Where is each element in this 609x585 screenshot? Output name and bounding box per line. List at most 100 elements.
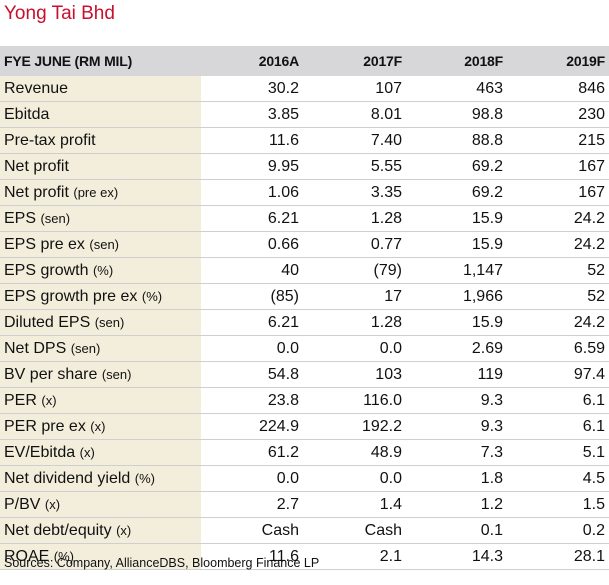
- value-cell: 2.69: [406, 335, 507, 362]
- row-unit: (%): [53, 548, 75, 564]
- value-cell: 167: [507, 179, 609, 206]
- value-cell: 3.35: [303, 179, 406, 206]
- table-row: BV per share (sen) 54.8 103 119 97.4: [0, 361, 609, 388]
- row-unit: (%): [92, 262, 114, 278]
- row-label: Net DPS: [4, 339, 67, 357]
- table-title: Yong Tai Bhd: [4, 3, 115, 24]
- column-header: 2016A: [201, 46, 303, 76]
- value-cell: 24.2: [507, 231, 609, 258]
- value-cell: 1,966: [406, 283, 507, 310]
- row-unit: (sen): [70, 340, 101, 356]
- row-label: Ebitda: [4, 105, 50, 123]
- row-label: EPS: [4, 209, 37, 227]
- table-row: Ebitda 3.85 8.01 98.8 230: [0, 101, 609, 128]
- row-label: ROAE: [4, 547, 50, 565]
- value-cell: 1.06: [201, 179, 303, 206]
- value-cell: 4.5: [507, 465, 609, 492]
- value-cell: 5.55: [303, 153, 406, 180]
- value-cell: 116.0: [303, 387, 406, 414]
- row-unit: (%): [134, 470, 155, 486]
- value-cell: 7.40: [303, 127, 406, 154]
- table-row: EV/Ebitda (x) 61.2 48.9 7.3 5.1: [0, 439, 609, 466]
- row-unit: (pre ex): [73, 184, 119, 200]
- row-label: Net profit: [4, 157, 69, 175]
- value-cell: 11.6: [201, 127, 303, 154]
- row-label: Diluted EPS: [4, 313, 91, 331]
- value-cell: (85): [201, 283, 303, 310]
- row-unit: (sen): [94, 314, 125, 330]
- row-label-cell: P/BV (x): [0, 491, 201, 518]
- value-cell: 224.9: [201, 413, 303, 440]
- row-label: PER: [4, 391, 37, 409]
- row-unit: (sen): [40, 210, 71, 226]
- value-cell: 48.9: [303, 439, 406, 466]
- table-row: Diluted EPS (sen) 6.21 1.28 15.9 24.2: [0, 309, 609, 336]
- table-row: EPS growth pre ex (%) (85) 17 1,966 52: [0, 283, 609, 310]
- table-row: Pre-tax profit 11.6 7.40 88.8 215: [0, 127, 609, 154]
- row-label-cell: Revenue: [0, 76, 201, 102]
- row-label: Pre-tax profit: [4, 131, 96, 149]
- row-label: Net debt/equity: [4, 521, 112, 539]
- value-cell: 30.2: [201, 76, 303, 102]
- value-cell: 88.8: [406, 127, 507, 154]
- value-cell: 1.5: [507, 491, 609, 518]
- value-cell: 5.1: [507, 439, 609, 466]
- row-label: P/BV: [4, 495, 41, 513]
- value-cell: 9.3: [406, 387, 507, 414]
- value-cell: 24.2: [507, 309, 609, 336]
- value-cell: 9.95: [201, 153, 303, 180]
- table-row: PER pre ex (x) 224.9 192.2 9.3 6.1: [0, 413, 609, 440]
- value-cell: 17: [303, 283, 406, 310]
- value-cell: 7.3: [406, 439, 507, 466]
- value-cell: 52: [507, 283, 609, 310]
- row-label-cell: Net DPS (sen): [0, 335, 201, 362]
- row-unit: (sen): [89, 236, 120, 252]
- value-cell: 69.2: [406, 179, 507, 206]
- table-row: Net dividend yield (%) 0.0 0.0 1.8 4.5: [0, 465, 609, 492]
- row-label-cell: Net profit (pre ex): [0, 179, 201, 206]
- table-row: Net profit (pre ex) 1.06 3.35 69.2 167: [0, 179, 609, 206]
- value-cell: 52: [507, 257, 609, 284]
- value-cell: 215: [507, 127, 609, 154]
- value-cell: 119: [406, 361, 507, 388]
- value-cell: 15.9: [406, 309, 507, 336]
- row-label: EV/Ebitda: [4, 443, 76, 461]
- value-cell: 2.1: [303, 543, 406, 570]
- header-row: FYE JUNE (RM MIL) 2016A 2017F 2018F 2019…: [0, 46, 609, 76]
- row-label: Net profit: [4, 183, 69, 201]
- value-cell: Cash: [303, 517, 406, 544]
- table-row: Net profit 9.95 5.55 69.2 167: [0, 153, 609, 180]
- source-note: Sources: Company, AllianceDBS, Bloomberg…: [4, 556, 320, 570]
- table-row: Revenue 30.2 107 463 846: [0, 76, 609, 102]
- row-unit: (x): [44, 496, 61, 512]
- row-label: EPS growth pre ex: [4, 287, 138, 305]
- row-label: PER pre ex: [4, 417, 86, 435]
- table-row: Net debt/equity (x) Cash Cash 0.1 0.2: [0, 517, 609, 544]
- value-cell: (79): [303, 257, 406, 284]
- value-cell: 11.6: [201, 543, 303, 570]
- table-row: ROAE (%) 11.6 2.1 14.3 28.1: [0, 543, 609, 570]
- value-cell: 6.1: [507, 413, 609, 440]
- value-cell: 1.4: [303, 491, 406, 518]
- row-label: Revenue: [4, 79, 69, 97]
- row-label-cell: BV per share (sen): [0, 361, 201, 388]
- value-cell: 230: [507, 101, 609, 128]
- value-cell: 40: [201, 257, 303, 284]
- value-cell: 1.28: [303, 205, 406, 232]
- value-cell: 98.8: [406, 101, 507, 128]
- value-cell: 0.0: [303, 465, 406, 492]
- column-header: 2019F: [507, 46, 609, 76]
- table-row: EPS pre ex (sen) 0.66 0.77 15.9 24.2: [0, 231, 609, 258]
- value-cell: 0.2: [507, 517, 609, 544]
- row-label: EPS growth: [4, 261, 89, 279]
- row-label-cell: EPS growth pre ex (%): [0, 283, 201, 310]
- value-cell: 6.21: [201, 205, 303, 232]
- table-row: Net DPS (sen) 0.0 0.0 2.69 6.59: [0, 335, 609, 362]
- row-label-cell: Net debt/equity (x): [0, 517, 201, 544]
- value-cell: 103: [303, 361, 406, 388]
- value-cell: 15.9: [406, 205, 507, 232]
- row-unit: (x): [79, 444, 95, 460]
- value-cell: 0.0: [303, 335, 406, 362]
- column-header: FYE JUNE (RM MIL): [0, 46, 201, 76]
- value-cell: 2.7: [201, 491, 303, 518]
